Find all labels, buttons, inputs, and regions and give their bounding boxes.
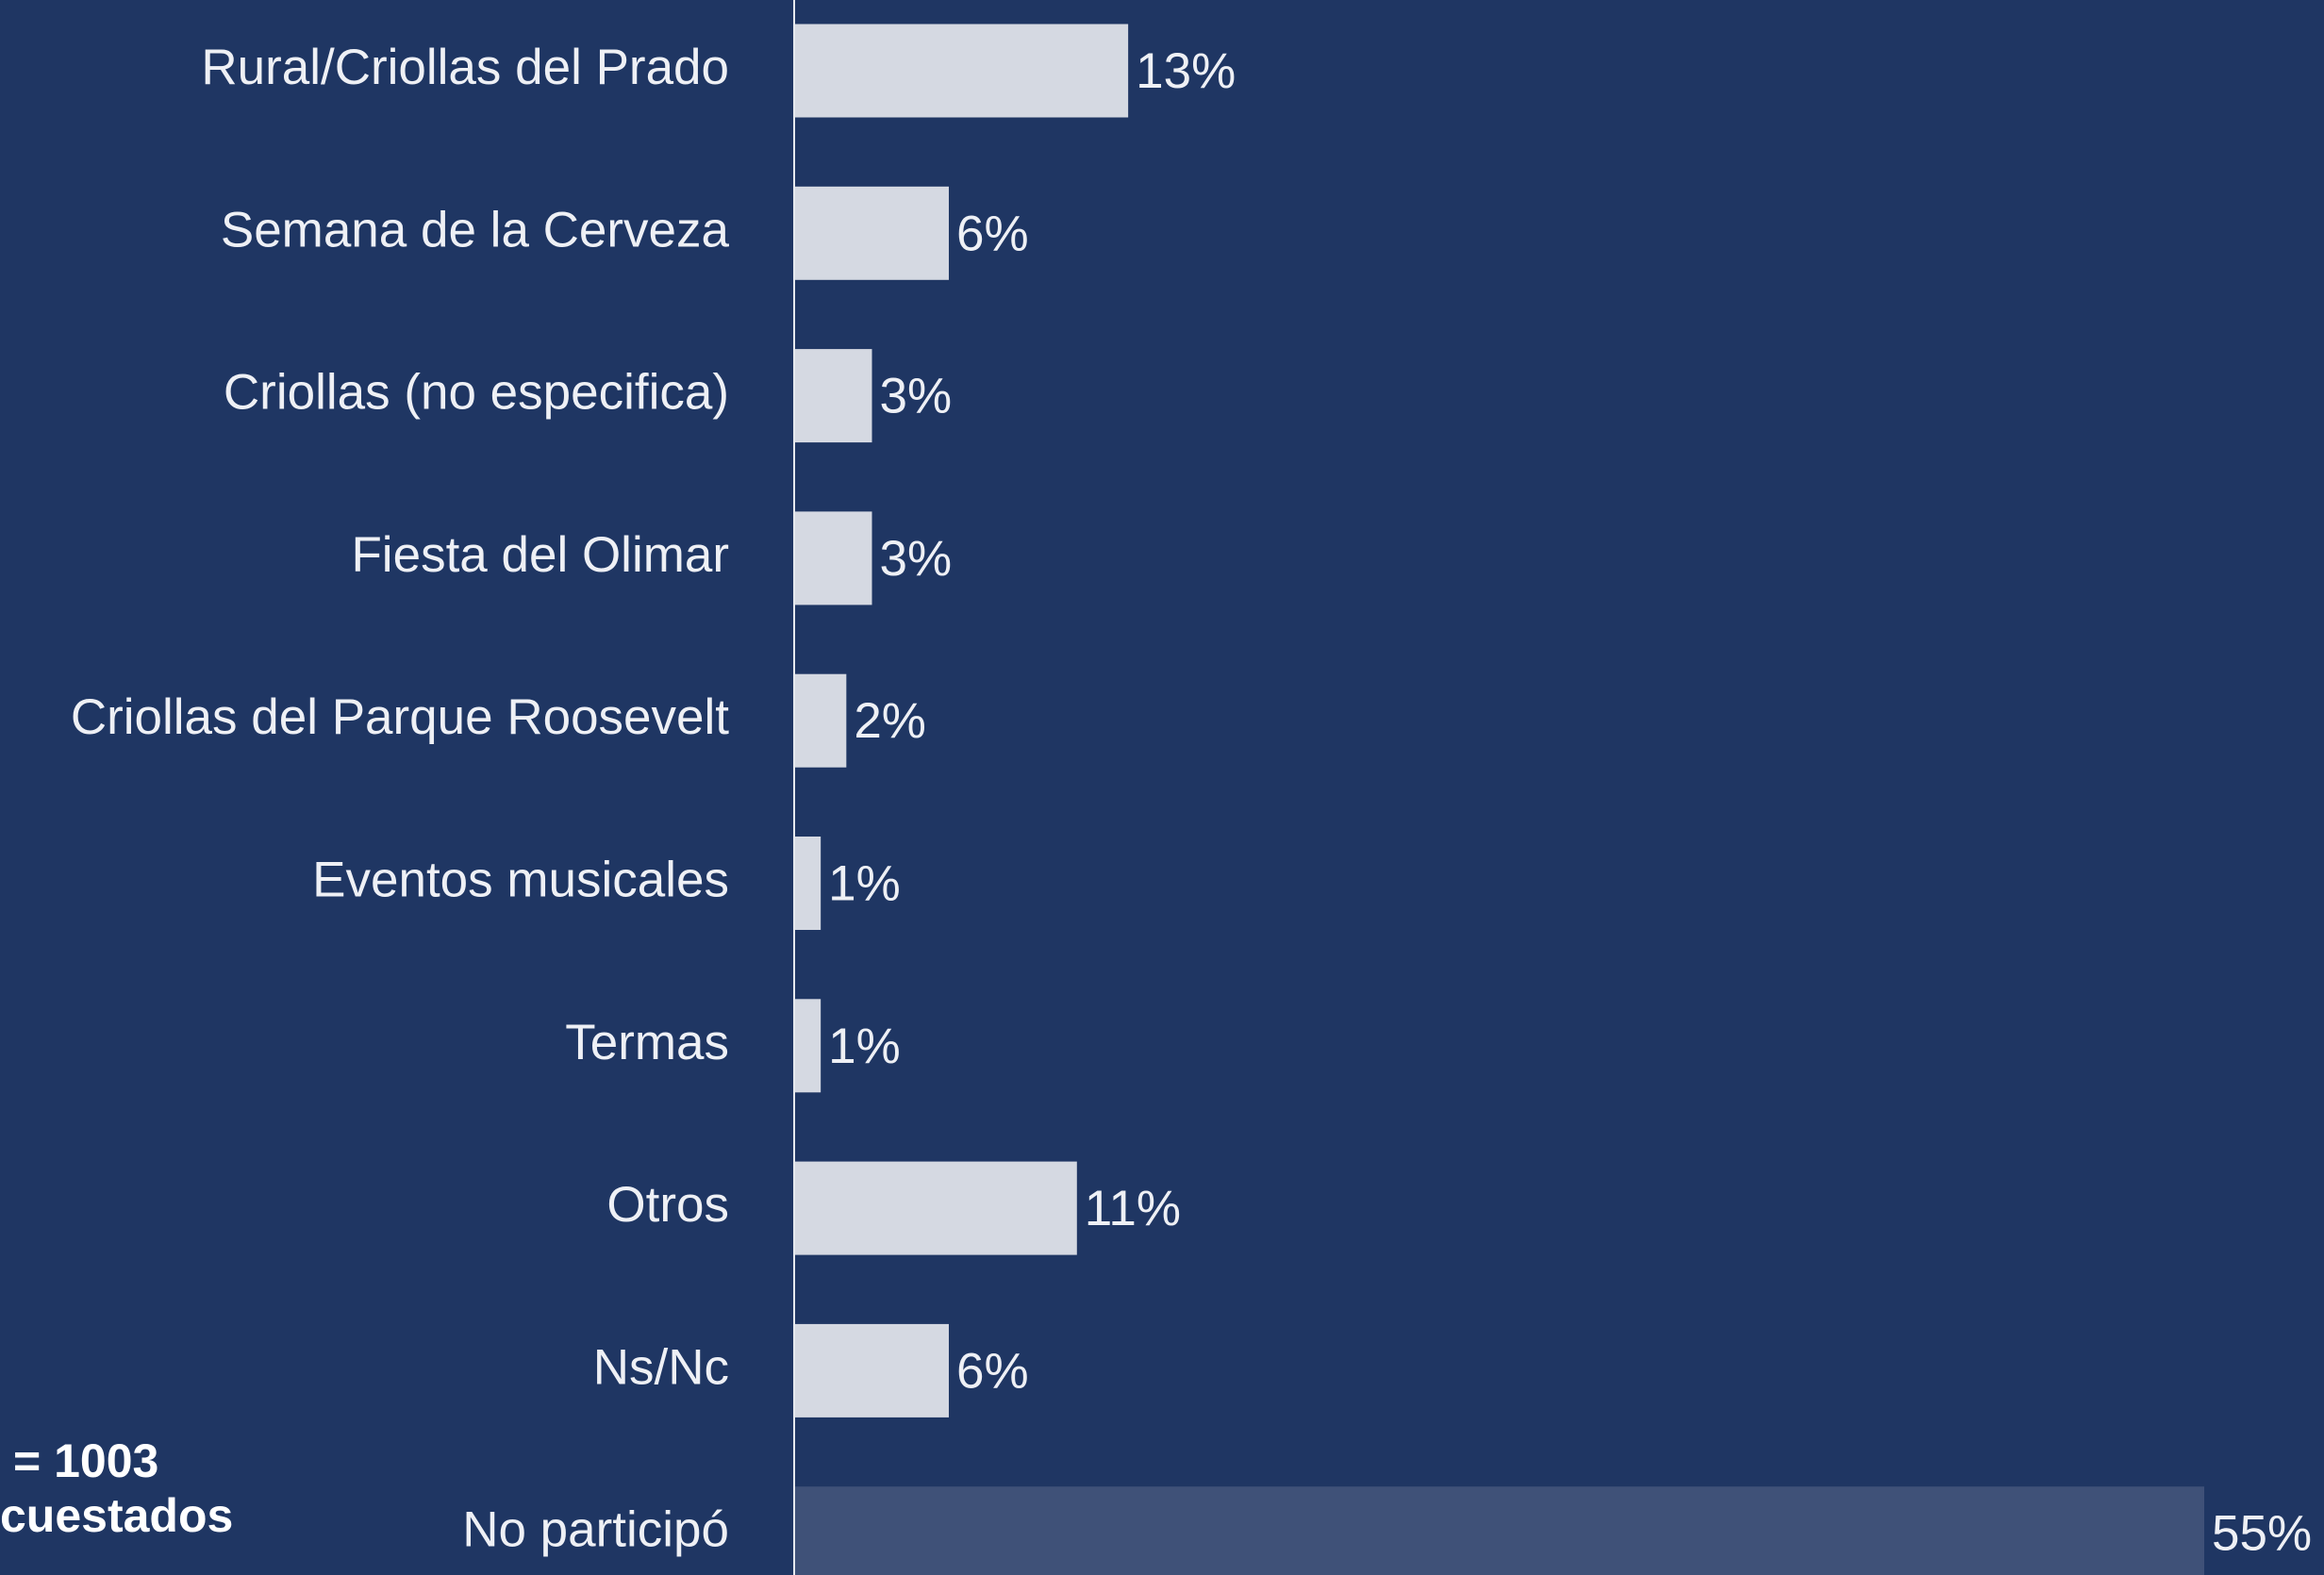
bar <box>795 186 949 280</box>
sample-note: cuestados <box>0 1489 233 1542</box>
category-label: Ns/Nc <box>593 1339 729 1395</box>
value-label: 6% <box>956 1343 1029 1399</box>
bar <box>795 1323 949 1418</box>
value-label: 1% <box>828 856 901 912</box>
value-label: 55% <box>2212 1506 2312 1562</box>
bar <box>795 349 872 443</box>
bar <box>795 24 1129 118</box>
value-label: 1% <box>828 1019 901 1074</box>
sample-note: = 1003 <box>13 1434 158 1487</box>
value-label: 3% <box>879 531 952 587</box>
category-label: Rural/Criollas del Prado <box>201 40 729 95</box>
category-label: Eventos musicales <box>312 853 729 908</box>
category-label: Criollas del Parque Roosevelt <box>71 689 729 745</box>
category-label: Criollas (no especifica) <box>224 365 729 421</box>
bar <box>795 673 847 768</box>
bar <box>795 837 822 930</box>
value-label: 11% <box>1085 1181 1181 1236</box>
value-label: 3% <box>879 369 952 424</box>
category-label: Termas <box>565 1015 729 1070</box>
category-label: No participó <box>462 1502 729 1558</box>
category-label: Semana de la Cerveza <box>221 202 730 257</box>
bar <box>795 511 872 605</box>
category-label: Fiesta del Olimar <box>351 527 729 583</box>
category-label: Otros <box>606 1177 729 1233</box>
bar <box>795 999 822 1093</box>
value-label: 13% <box>1136 43 1236 99</box>
bar <box>795 1161 1077 1255</box>
bar <box>795 1486 2204 1575</box>
value-label: 6% <box>956 206 1029 261</box>
value-label: 2% <box>854 693 926 749</box>
